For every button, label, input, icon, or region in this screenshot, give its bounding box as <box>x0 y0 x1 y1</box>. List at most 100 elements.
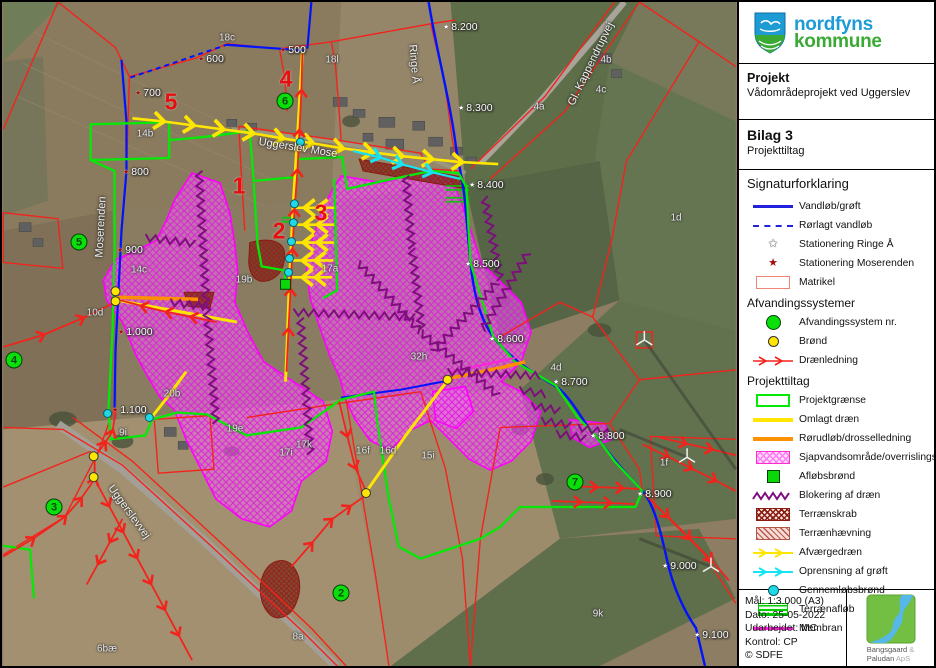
legend-item-label: Terrænafløb <box>799 604 855 615</box>
map-info-block: Mål: 1:3.000 (A3) Dato: 25-05-2022 Udarbej… <box>739 590 847 666</box>
legend-item-label: Terrænhævning <box>799 528 872 539</box>
box-darkred-hatch-swatch-icon <box>747 508 799 521</box>
legend-item-label: Terrænskrab <box>799 509 857 520</box>
legend-item: Membran <box>747 619 926 638</box>
legend-item: Matrikel <box>747 273 926 292</box>
legend-item-label: Oprensning af grøft <box>799 566 888 577</box>
line-cyan-arrows-swatch-icon <box>747 565 799 579</box>
consultant-amp: & <box>909 645 915 654</box>
line-magenta-swatch-icon <box>747 627 799 630</box>
box-projektgraense-swatch-icon <box>747 394 799 407</box>
broend-points <box>88 286 453 499</box>
box-red-hatch-swatch-icon <box>747 527 799 540</box>
consultant-name: Bangsgaard & Paludan ApS <box>866 645 915 663</box>
project-title: Vådområdeprojekt ved Uggerslev <box>747 87 911 99</box>
consultant-name-2: Paludan <box>866 653 895 663</box>
legend-item-label: Gennemløbsbrønd <box>799 585 885 596</box>
consultant-credit: Bangsgaard & Paludan ApS <box>847 590 934 666</box>
legend-item: ★ Stationering Moserenden <box>747 254 926 273</box>
legend-item-label: Matrikel <box>799 277 836 288</box>
legend-item-label: Blokering af dræn <box>799 490 881 501</box>
legend-item: Afløbsbrønd <box>747 467 926 486</box>
legend-item-label: Afværgedræn <box>799 547 862 558</box>
wind-turbines <box>618 331 737 573</box>
info-line: Kontrol: CP <box>745 636 798 648</box>
box-pink-hatch-swatch-icon <box>747 451 799 464</box>
logo-line-2: kommune <box>794 30 882 52</box>
legend-item-label: Stationering Ringe Å <box>799 239 894 250</box>
info-line: Mål: 1:3.000 (A3) <box>745 596 824 607</box>
info-line: Dato: 25-05-2022 <box>745 609 826 621</box>
consultant-name-1: Bangsgaard <box>866 645 908 654</box>
legend-item-label: Omlagt dræn <box>799 414 860 425</box>
bilag-header: Bilag 3 <box>747 127 793 143</box>
zigzag-purple-swatch-icon <box>747 489 799 503</box>
circle-green-swatch-icon <box>747 315 799 330</box>
map-canvas: 8.2008.3008.4008.5008.6008.7008.8008.900… <box>2 2 737 666</box>
project-header: Projekt <box>747 71 790 85</box>
legend-item: Oprensning af grøft <box>747 562 926 581</box>
info-line: © SDFE <box>745 650 783 661</box>
legend-item: Blokering af dræn <box>747 486 926 505</box>
info-line: Udarbejdet: MC <box>745 623 818 634</box>
legend-item: Omlagt dræn <box>747 410 926 429</box>
legend-item-label: Afløbsbrønd <box>799 471 856 482</box>
legend-item: Sjapvandsområde/overrislingsareal <box>747 448 934 467</box>
gennemloebsbroend-points <box>103 137 305 422</box>
line-yellow-arrows-swatch-icon <box>747 546 799 560</box>
star-white-swatch-icon: ★ <box>768 238 778 250</box>
oprensning-lines <box>352 147 461 180</box>
consultant-suffix: ApS <box>895 653 911 663</box>
legend-item-label: Stationering Moserenden <box>799 258 915 269</box>
legend-rows: Vandløb/grøft Rørlagt vandløb ★ Stationerin… <box>747 197 934 638</box>
square-green-swatch-icon <box>747 470 799 483</box>
legend-item-label: Membran <box>799 623 843 634</box>
nordfyns-shield-icon <box>754 12 786 54</box>
legend-item: Afværgedræn <box>747 543 926 562</box>
line-yellow-swatch-icon <box>747 417 799 422</box>
line-blue-dashed-swatch-icon <box>747 224 799 227</box>
legend-item: Terrænafløb <box>747 600 926 619</box>
legend-panel: nordfyns kommune Projekt Vådområdeprojek… <box>737 2 934 666</box>
aerial-map-art <box>2 2 737 666</box>
legend-item-label: Afvandingssystem nr. <box>799 317 897 328</box>
legend-item-label: Brønd <box>799 336 828 347</box>
bilag-section: Bilag 3 Projekttiltag <box>739 120 934 170</box>
legend-title: Signaturforklaring <box>747 176 849 191</box>
legend-group-header: Projekttiltag <box>747 374 810 388</box>
legend-item-label: Drænledning <box>799 355 858 366</box>
municipality-name: nordfyns kommune <box>794 13 882 52</box>
afloebsbroend-point <box>280 278 291 290</box>
legend-item-label: Sjapvandsområde/overrislingsareal <box>799 452 936 463</box>
legend-item-label: Vandløb/grøft <box>799 201 861 212</box>
bilag-subtitle: Projekttiltag <box>747 145 805 157</box>
project-section: Projekt Vådområdeprojekt ved Uggerslev <box>739 64 934 120</box>
roerlagt-vandloeb <box>130 43 228 79</box>
box-matrikel-swatch-icon <box>747 276 799 289</box>
legend-group-header: Afvandingssystemer <box>747 296 856 310</box>
roerudloeb-lines <box>115 295 526 381</box>
line-red-arrows-swatch-icon <box>747 354 799 368</box>
line-blue-swatch-icon <box>747 205 799 208</box>
legend-item: Vandløb/grøft <box>747 197 926 216</box>
bangsgaard-paludan-logo-icon <box>866 594 915 644</box>
legend-item: Rørlagt vandløb <box>747 216 926 235</box>
legend-item-label: Rørlagt vandløb <box>799 220 873 231</box>
line-orange-swatch-icon <box>747 436 799 441</box>
legend-item: Rørudløb/drosselledning <box>747 429 926 448</box>
logo-line-1: nordfyns <box>794 13 873 35</box>
star-darkred-swatch-icon: ★ <box>768 257 778 269</box>
circle-cyan-swatch-icon <box>747 585 799 596</box>
legend-item: Afvandingssystem nr. <box>747 313 926 332</box>
legend-item: Brønd <box>747 332 926 351</box>
box-green-stripes-swatch-icon <box>747 603 799 616</box>
legend-item: Gennemløbsbrønd <box>747 581 926 600</box>
legend-item-label: Projektgrænse <box>799 395 866 406</box>
legend-item: Terrænhævning <box>747 524 926 543</box>
circle-yellow-swatch-icon <box>747 336 799 347</box>
municipality-logo-section: nordfyns kommune <box>739 2 934 64</box>
legend-section: Signaturforklaring Vandløb/grøft Rørlagt … <box>739 170 934 634</box>
legend-item-label: Rørudløb/drosselledning <box>799 433 912 444</box>
legend-item: Projektgrænse <box>747 391 926 410</box>
